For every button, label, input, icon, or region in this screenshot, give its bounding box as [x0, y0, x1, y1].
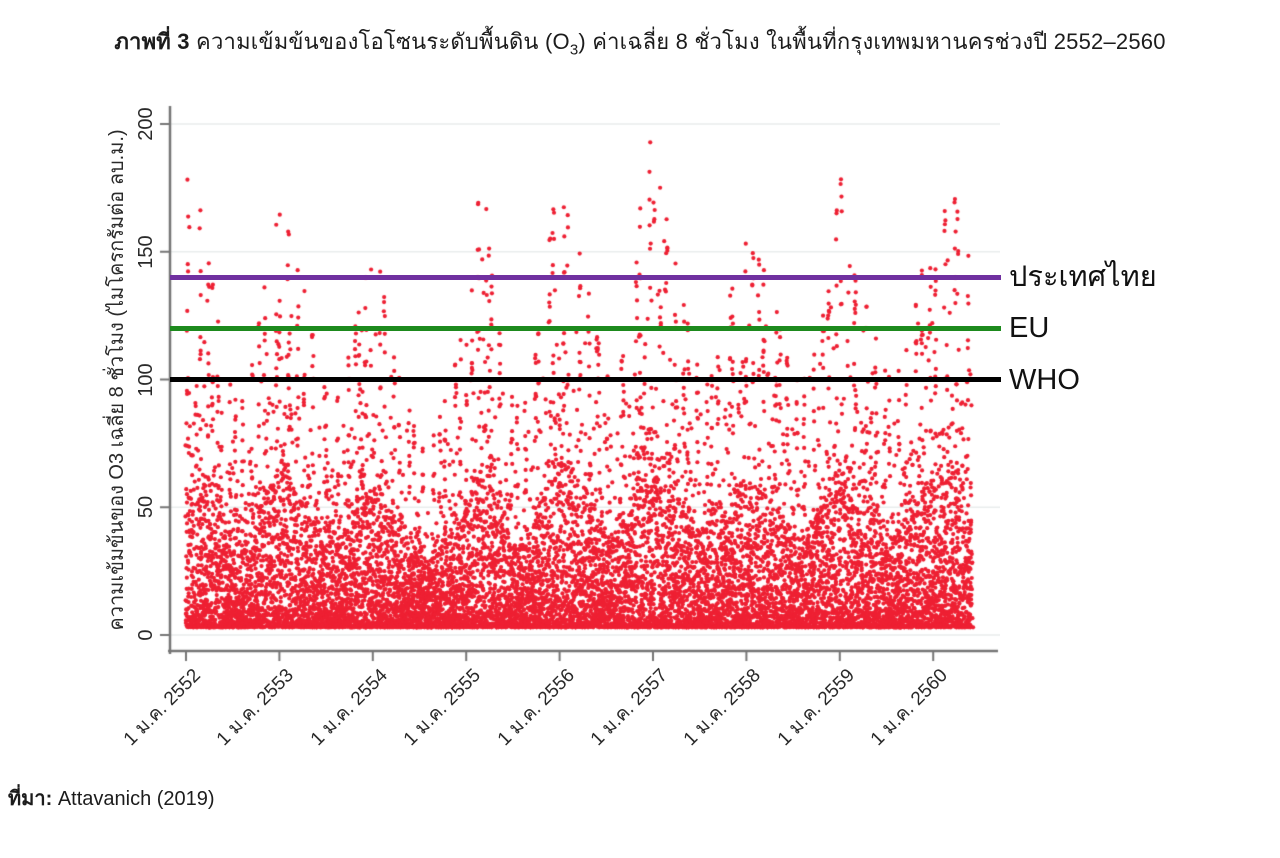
- y-tick-label-150: 150: [135, 235, 157, 269]
- reference-line-who: [170, 377, 1001, 382]
- y-axis-title: ความเข้มข้นของ O3 เฉลี่ย 8 ชั่วโมง (ไมโค…: [106, 128, 128, 631]
- reference-label-thailand: ประเทศไทย: [1009, 261, 1157, 294]
- y-tick-label-0: 0: [135, 629, 157, 641]
- source-note: ที่มา: Attavanich (2019): [8, 782, 215, 814]
- reference-label-eu: EU: [1009, 312, 1050, 345]
- source-label: ที่มา:: [8, 788, 53, 810]
- y-tick-label-100: 100: [135, 362, 157, 397]
- y-tick-label-200: 200: [135, 107, 157, 141]
- reference-line-eu: [170, 325, 1001, 331]
- figure-title-text-end: ) ค่าเฉลี่ย 8 ชั่วโมง ในพื้นที่กรุงเทพมห…: [578, 29, 1166, 54]
- ozone-scatter-chart: ความเข้มข้นของ O3 เฉลี่ย 8 ชั่วโมง (ไมโค…: [106, 98, 1157, 750]
- reference-line-thailand: [170, 274, 1001, 280]
- figure-title-text: ความเข้มข้นของโอโซนระดับพื้นดิน (O: [189, 29, 570, 54]
- y-tick-label-50: 50: [135, 496, 157, 519]
- reference-label-who: WHO: [1009, 363, 1080, 396]
- figure-title: ภาพที่ 3 ความเข้มข้นของโอโซนระดับพื้นดิน…: [0, 28, 1280, 64]
- figure-number: ภาพที่ 3: [114, 29, 190, 54]
- scatter-plot-canvas: [150, 98, 1000, 668]
- ozone-subscript: 3: [569, 41, 579, 59]
- source-text: Attavanich (2019): [52, 788, 215, 810]
